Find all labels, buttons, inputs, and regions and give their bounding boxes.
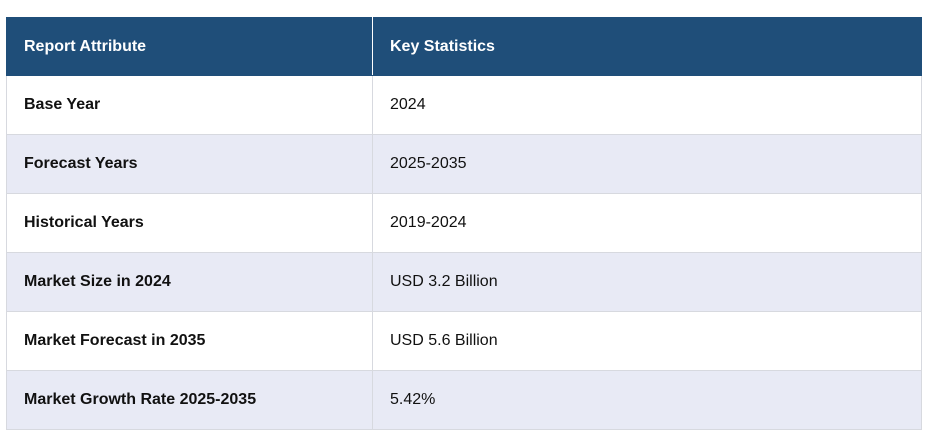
header-report-attribute: Report Attribute — [6, 17, 373, 76]
row-attribute-cell: Historical Years — [6, 193, 373, 253]
row-attribute-cell: Market Size in 2024 — [6, 252, 373, 312]
row-value-cell: USD 5.6 Billion — [372, 311, 922, 371]
header-row: Report Attribute Key Statistics — [6, 17, 922, 76]
table-body: Base Year 2024 Forecast Years 2025-2035 … — [6, 75, 922, 430]
report-statistics-table: Report Attribute Key Statistics Base Yea… — [6, 17, 922, 430]
table-header: Report Attribute Key Statistics — [6, 17, 922, 76]
table-row: Base Year 2024 — [6, 75, 922, 135]
row-value-cell: 5.42% — [372, 370, 922, 430]
row-attribute-cell: Market Growth Rate 2025-2035 — [6, 370, 373, 430]
table-row: Market Size in 2024 USD 3.2 Billion — [6, 252, 922, 312]
row-value-cell: 2024 — [372, 75, 922, 135]
row-value-cell: USD 3.2 Billion — [372, 252, 922, 312]
row-attribute-cell: Base Year — [6, 75, 373, 135]
header-key-statistics: Key Statistics — [372, 17, 922, 76]
table-row: Forecast Years 2025-2035 — [6, 134, 922, 194]
row-attribute-cell: Market Forecast in 2035 — [6, 311, 373, 371]
table-row: Historical Years 2019-2024 — [6, 193, 922, 253]
table-row: Market Growth Rate 2025-2035 5.42% — [6, 370, 922, 430]
row-value-cell: 2025-2035 — [372, 134, 922, 194]
row-attribute-cell: Forecast Years — [6, 134, 373, 194]
row-value-cell: 2019-2024 — [372, 193, 922, 253]
table-row: Market Forecast in 2035 USD 5.6 Billion — [6, 311, 922, 371]
